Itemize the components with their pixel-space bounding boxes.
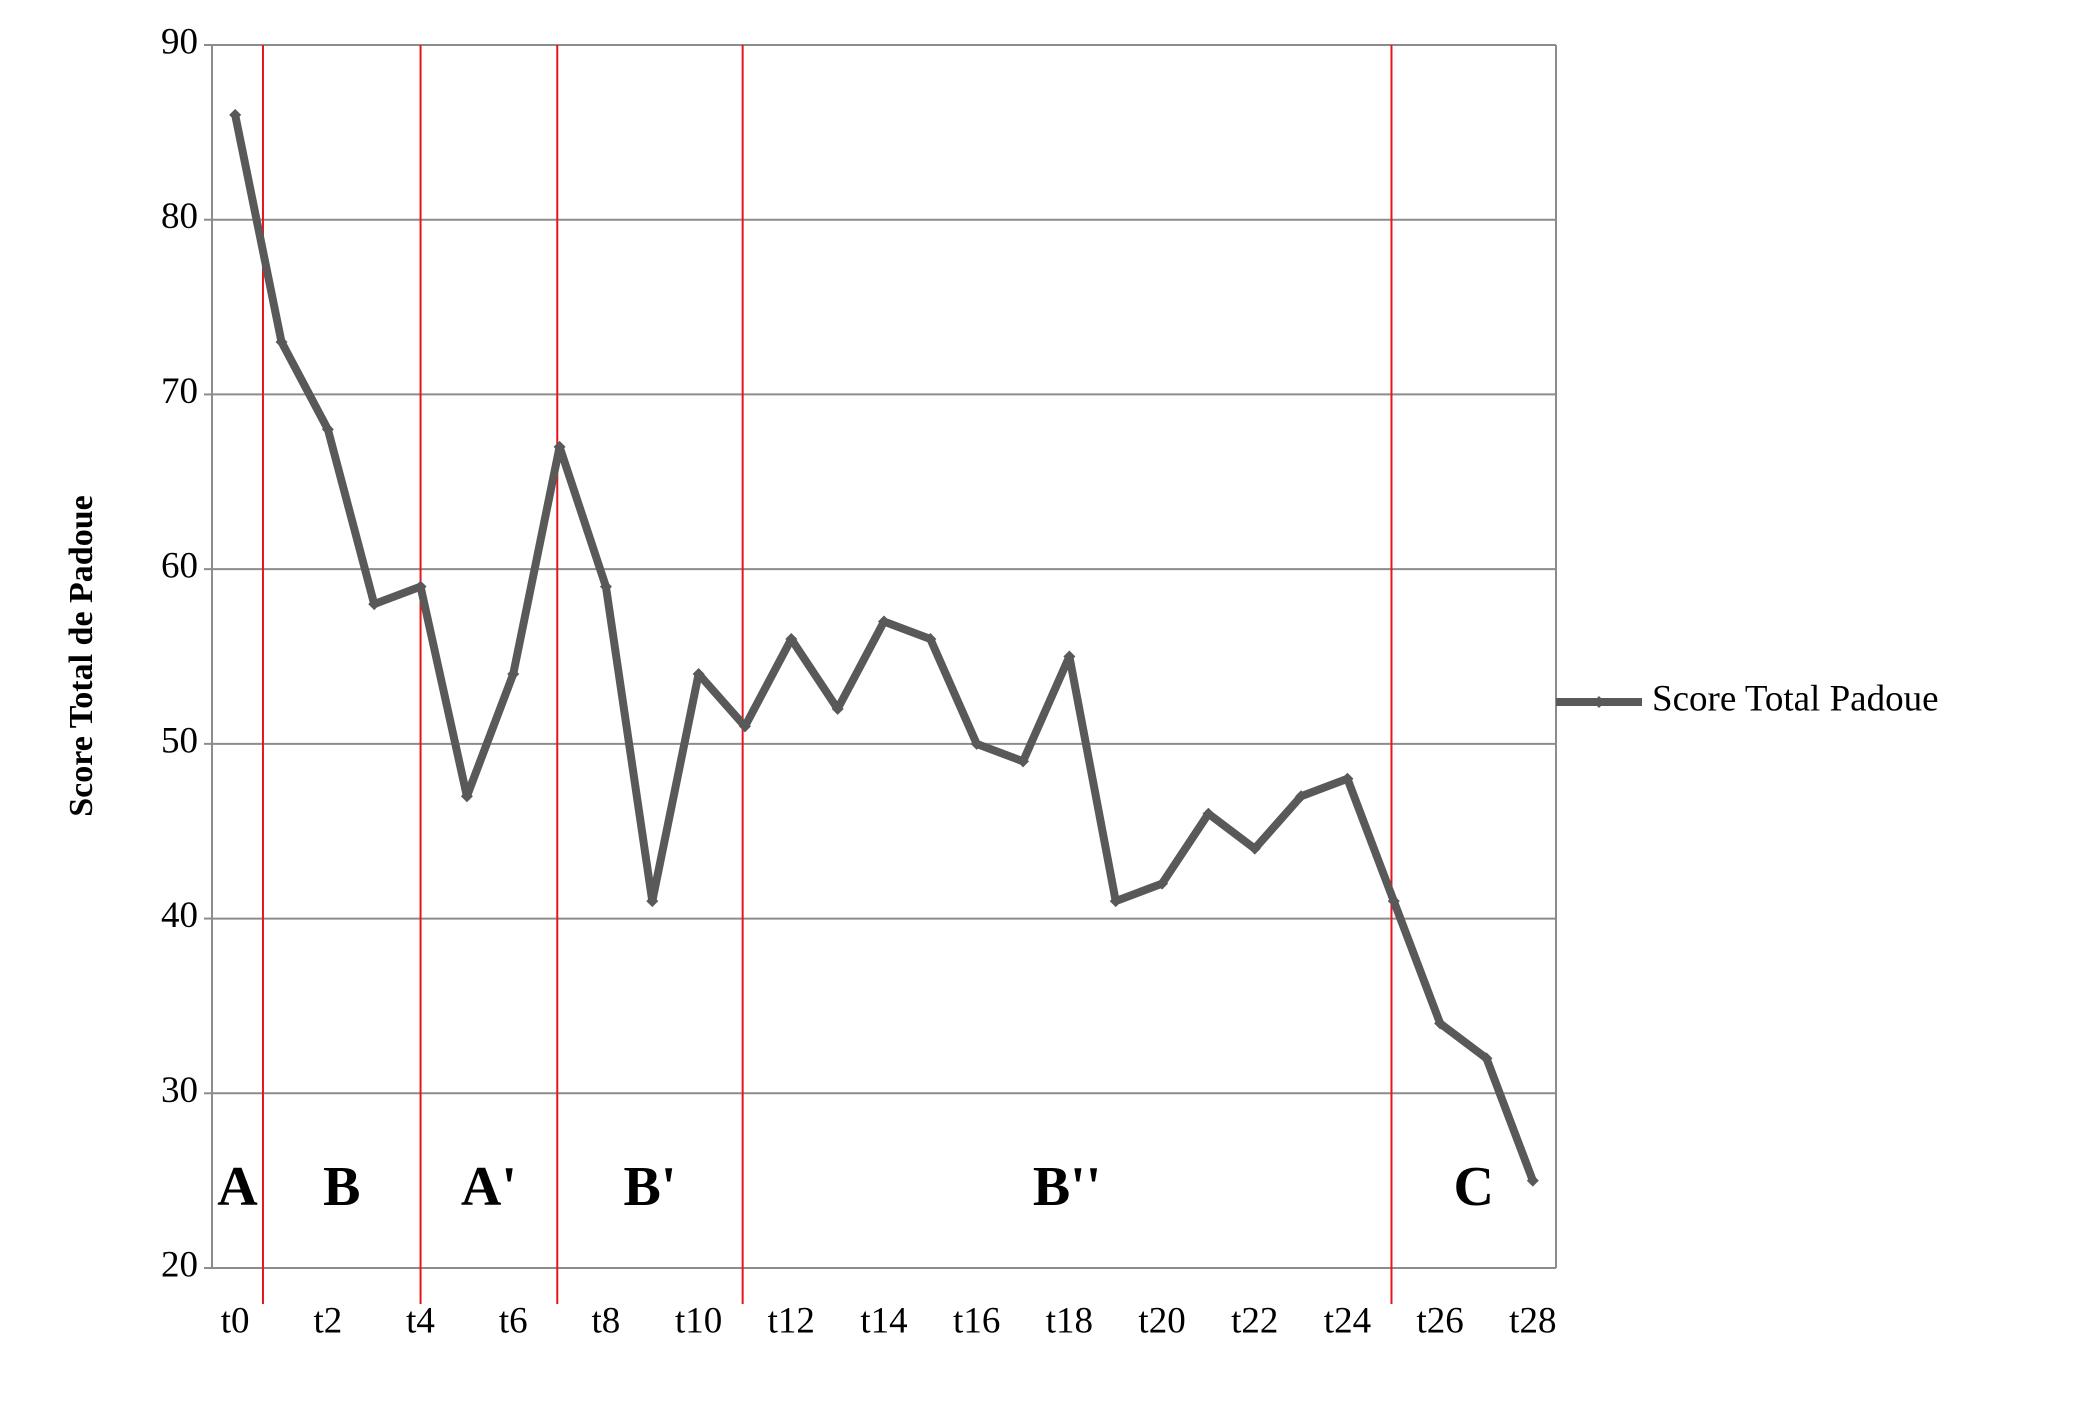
y-tick-label: 20 bbox=[161, 1244, 198, 1285]
data-point bbox=[1341, 772, 1354, 785]
data-point bbox=[368, 598, 381, 611]
data-point bbox=[414, 580, 427, 593]
x-tick-label: t8 bbox=[592, 1300, 621, 1341]
y-tick-label: 40 bbox=[161, 895, 198, 936]
data-point bbox=[1480, 1052, 1493, 1065]
phase-label: C bbox=[1454, 1156, 1494, 1218]
x-tick-label: t16 bbox=[953, 1300, 1000, 1341]
phase-label: A bbox=[217, 1156, 258, 1218]
data-point bbox=[1202, 807, 1215, 820]
x-tick-label: t6 bbox=[499, 1300, 528, 1341]
data-point bbox=[275, 336, 288, 349]
data-point bbox=[1526, 1174, 1539, 1187]
y-tick-label: 60 bbox=[161, 546, 198, 587]
y-tick-label: 70 bbox=[161, 371, 198, 412]
y-tick-label: 80 bbox=[161, 196, 198, 237]
data-point bbox=[1109, 895, 1122, 908]
x-tick-label: t22 bbox=[1231, 1300, 1278, 1341]
data-point bbox=[831, 702, 844, 715]
data-point bbox=[785, 633, 798, 646]
x-tick-label: t0 bbox=[221, 1300, 250, 1341]
series-line bbox=[231, 114, 1537, 1183]
y-tick-label: 90 bbox=[161, 21, 198, 62]
data-point bbox=[1295, 790, 1308, 803]
data-point bbox=[1434, 1017, 1447, 1030]
phase-label: B'' bbox=[1033, 1156, 1101, 1218]
phase-label: B' bbox=[623, 1156, 676, 1218]
x-tick-label: t26 bbox=[1416, 1300, 1463, 1341]
data-point bbox=[692, 667, 705, 680]
data-point bbox=[1063, 650, 1076, 663]
phase-label: A' bbox=[461, 1156, 517, 1218]
x-tick-label: t10 bbox=[675, 1300, 722, 1341]
data-point bbox=[924, 633, 937, 646]
data-point bbox=[1248, 842, 1261, 855]
legend-label: Score Total Padoue bbox=[1652, 678, 1939, 719]
data-point bbox=[321, 423, 334, 436]
data-point bbox=[878, 615, 890, 628]
data-point bbox=[599, 580, 612, 593]
data-point bbox=[460, 790, 473, 803]
y-tick-label: 50 bbox=[161, 720, 198, 761]
x-tick-label: t4 bbox=[406, 1300, 435, 1341]
phase-label: B bbox=[323, 1156, 360, 1218]
x-tick-label: t2 bbox=[313, 1300, 342, 1341]
x-tick-label: t24 bbox=[1324, 1300, 1371, 1341]
y-axis-title: Score Total de Padoue bbox=[63, 495, 100, 816]
data-point bbox=[1017, 755, 1030, 768]
x-tick-label: t12 bbox=[768, 1300, 815, 1341]
data-point bbox=[1387, 895, 1400, 908]
data-point bbox=[229, 108, 242, 121]
data-point bbox=[970, 737, 983, 750]
legend-marker bbox=[1593, 696, 1605, 708]
x-tick-label: t14 bbox=[860, 1300, 907, 1341]
data-point bbox=[507, 667, 520, 680]
y-tick-label: 30 bbox=[161, 1070, 198, 1111]
data-point bbox=[738, 720, 751, 733]
data-point bbox=[1156, 877, 1169, 890]
x-tick-label: t18 bbox=[1046, 1300, 1093, 1341]
x-tick-label: t28 bbox=[1509, 1300, 1556, 1341]
data-point bbox=[646, 895, 659, 908]
data-point bbox=[553, 440, 566, 453]
x-tick-label: t20 bbox=[1138, 1300, 1185, 1341]
